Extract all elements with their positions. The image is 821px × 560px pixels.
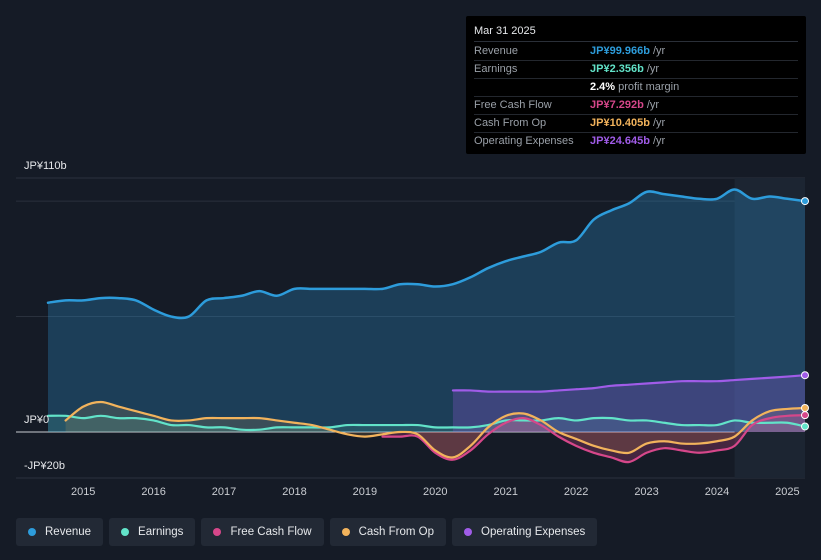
tooltip-row-unit: profit margin bbox=[618, 81, 680, 93]
legend-label: Earnings bbox=[138, 526, 184, 538]
tooltip-row: 2.4% profit margin bbox=[474, 79, 798, 97]
x-tick-label: 2025 bbox=[775, 486, 799, 498]
tooltip-row: Earnings JP¥2.356b/yr bbox=[474, 61, 798, 79]
legend-dot-icon bbox=[464, 528, 473, 536]
legend-item-cash-from-op[interactable]: Cash From Op bbox=[329, 518, 447, 546]
free-cash-flow-line bbox=[381, 414, 807, 464]
legend-label: Operating Expenses bbox=[481, 526, 586, 538]
revenue-line bbox=[46, 188, 807, 320]
tooltip-date: Mar 31 2025 bbox=[474, 24, 798, 42]
tooltip-row-unit: /yr bbox=[652, 117, 666, 129]
legend-item-earnings[interactable]: Earnings bbox=[109, 518, 196, 546]
tooltip-row: Free Cash Flow JP¥7.292b/yr bbox=[474, 97, 798, 115]
cash-from-op-line bbox=[64, 400, 807, 459]
operating-expenses-area bbox=[452, 375, 805, 432]
tooltip-row-label: Free Cash Flow bbox=[474, 99, 552, 111]
forecast-region bbox=[734, 178, 805, 478]
y-tick-label-bottom: -JP¥20b bbox=[24, 460, 65, 472]
tooltip-row: Revenue JP¥99.966b/yr bbox=[474, 43, 798, 61]
tooltip-row-value: 2.4% bbox=[590, 81, 616, 93]
x-axis-ticks: 2015 2016 2017 2018 2019 2020 2021 2022 2023 2024… bbox=[71, 486, 800, 498]
tooltip-row-value: JP¥10.405b bbox=[590, 117, 650, 129]
legend-dot-icon bbox=[28, 528, 36, 536]
legend-dot-icon bbox=[121, 528, 130, 536]
tooltip-row-value: JP¥24.645b bbox=[590, 135, 650, 147]
x-tick-label: 2024 bbox=[705, 486, 729, 498]
tooltip-row-value: JP¥99.966b bbox=[590, 45, 650, 57]
tooltip-row-value: JP¥7.292b bbox=[590, 99, 644, 111]
x-tick-label: 2018 bbox=[282, 486, 306, 498]
legend-label: Free Cash Flow bbox=[230, 526, 312, 538]
data-tooltip: Mar 31 2025 Revenue JP¥99.966b/yr Earnings… bbox=[466, 16, 806, 154]
tooltip-row-unit: /yr bbox=[652, 135, 666, 147]
earnings-line bbox=[46, 414, 807, 432]
tooltip-row-label: Earnings bbox=[474, 63, 518, 75]
x-tick-label: 2020 bbox=[423, 486, 447, 498]
x-tick-label: 2015 bbox=[71, 486, 95, 498]
tooltip-row-unit: /yr bbox=[646, 63, 660, 75]
x-tick-label: 2021 bbox=[493, 486, 517, 498]
operating-expenses-end-marker bbox=[801, 371, 809, 380]
x-tick-label: 2022 bbox=[564, 486, 588, 498]
legend-label: Cash From Op bbox=[358, 526, 435, 538]
tooltip-row-unit: /yr bbox=[646, 99, 660, 111]
cash-from-op-end-marker bbox=[801, 403, 809, 412]
tooltip-row-label: Cash From Op bbox=[474, 117, 547, 129]
series-end-markers bbox=[801, 197, 809, 431]
revenue-end-marker bbox=[801, 197, 809, 206]
operating-expenses-line bbox=[451, 374, 807, 393]
y-tick-label-top: JP¥110b bbox=[24, 160, 67, 172]
tooltip-rows: Revenue JP¥99.966b/yr Earnings JP¥2.356b/yr… bbox=[474, 43, 798, 150]
tooltip-row-label bbox=[474, 79, 590, 96]
tooltip-row-value: JP¥2.356b bbox=[590, 63, 644, 75]
y-tick-label-zero: JP¥0 bbox=[24, 414, 50, 426]
free-cash-flow-area bbox=[382, 415, 805, 463]
tooltip-row-unit: /yr bbox=[652, 45, 666, 57]
legend-label: Revenue bbox=[45, 526, 92, 538]
free-cash-flow-end-marker bbox=[801, 411, 809, 420]
legend-dot-icon bbox=[213, 528, 222, 536]
x-tick-label: 2016 bbox=[141, 486, 165, 498]
legend-dot-icon bbox=[341, 528, 350, 536]
cash-from-op-area bbox=[65, 401, 805, 458]
tooltip-row-label: Revenue bbox=[474, 45, 519, 57]
series-lines bbox=[46, 188, 807, 464]
forecast-shade bbox=[734, 178, 805, 478]
earnings-end-marker bbox=[801, 422, 809, 431]
legend-item-free-cash-flow[interactable]: Free Cash Flow bbox=[201, 518, 324, 546]
revenue-area bbox=[48, 189, 805, 432]
x-tick-label: 2023 bbox=[634, 486, 658, 498]
legend-item-operating-expenses[interactable]: Operating Expenses bbox=[452, 518, 598, 546]
tooltip-row-label: Operating Expenses bbox=[474, 135, 574, 147]
chart-legend: Revenue Earnings Free Cash Flow Cash From O… bbox=[16, 518, 598, 546]
gridlines bbox=[16, 177, 805, 479]
series-areas bbox=[48, 189, 805, 463]
x-tick-label: 2017 bbox=[212, 486, 236, 498]
tooltip-row: Cash From Op JP¥10.405b/yr bbox=[474, 115, 798, 133]
x-tick-label: 2019 bbox=[353, 486, 377, 498]
tooltip-row: Operating Expenses JP¥24.645b/yr bbox=[474, 133, 798, 150]
earnings-area bbox=[48, 415, 805, 432]
legend-item-revenue[interactable]: Revenue bbox=[16, 518, 104, 546]
